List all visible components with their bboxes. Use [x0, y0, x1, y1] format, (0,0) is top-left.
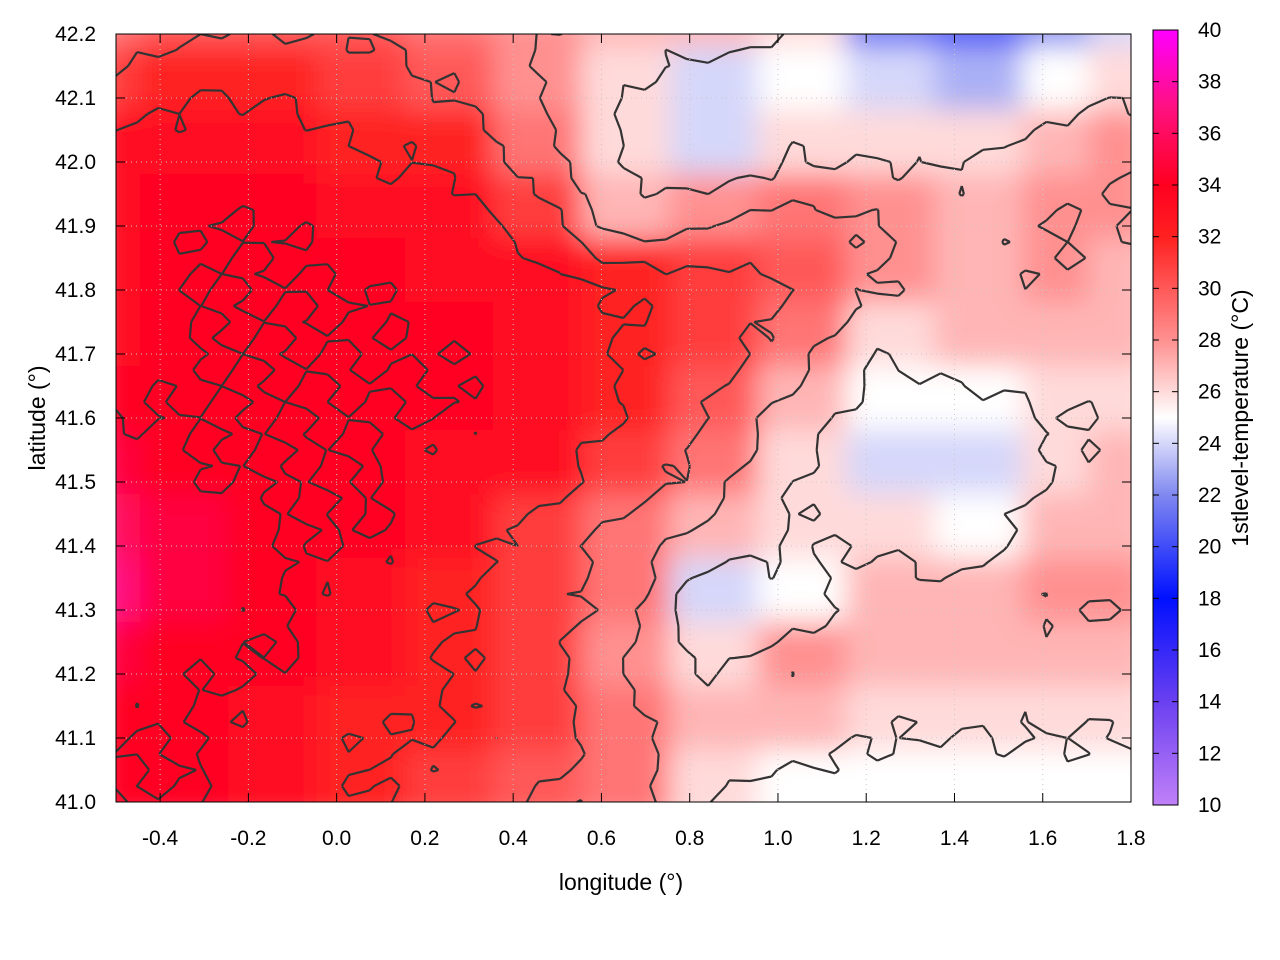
colorbar-tick-label: 12: [1198, 742, 1221, 765]
y-tick-label: 42.0: [55, 151, 96, 174]
x-tick-label: -0.2: [230, 827, 266, 850]
colorbar-tick-label: 32: [1198, 226, 1221, 249]
contour-32: [116, 89, 657, 802]
y-tick-label: 41.8: [55, 279, 96, 302]
colorbar-tick-label: 34: [1198, 174, 1222, 197]
contour-34: [116, 204, 485, 802]
x-tick-label: 1.2: [852, 827, 881, 850]
y-tick-label: 41.9: [55, 215, 96, 238]
y-tick-label: 41.2: [55, 663, 96, 686]
colorbar-tick-label: 14: [1198, 691, 1222, 714]
x-tick-label: 1.0: [763, 827, 792, 850]
y-tick-label: 41.6: [55, 407, 96, 430]
x-tick-label: 1.4: [940, 827, 970, 850]
heatmap-cell: [1088, 750, 1131, 802]
x-tick-label: 0.6: [587, 827, 616, 850]
colorbar-tick-label: 18: [1198, 587, 1221, 610]
y-tick-label: 41.3: [55, 599, 96, 622]
x-tick-label: 0.0: [322, 827, 351, 850]
y-tick-label: 41.7: [55, 343, 96, 366]
x-tick-label: 0.2: [410, 827, 439, 850]
y-tick-label: 42.1: [55, 87, 96, 110]
colorbar-ticks: 10 12 14 16 18 20 22 24 26 28 30 32 34 36 38 40: [1153, 19, 1222, 817]
y-axis-label: latitude (°): [24, 365, 50, 470]
colorbar-tick-label: 20: [1198, 536, 1221, 559]
y-axis: 41.0 41.1 41.2 41.3 41.4 41.5 41.6 41.7 41.8 41.9…: [55, 23, 1131, 814]
contour-28: [528, 34, 1131, 802]
x-tick-label: 1.6: [1028, 827, 1057, 850]
colorbar-tick-label: 38: [1198, 71, 1221, 94]
x-tick-label: 0.4: [499, 827, 529, 850]
x-axis-label: longitude (°): [559, 869, 683, 895]
colorbar-tick-label: 16: [1198, 639, 1221, 662]
colorbar-tick-label: 10: [1198, 794, 1221, 817]
colorbar-tick-label: 40: [1198, 19, 1221, 42]
colorbar-tick-label: 24: [1198, 432, 1222, 455]
x-axis: -0.4 -0.2 0.0 0.2 0.4 0.6 0.8 1.0 1.2 1.4 1.6 1.8: [142, 34, 1146, 850]
colorbar-tick-label: 28: [1198, 329, 1221, 352]
contour-26: [613, 34, 1131, 802]
contour-30: [116, 34, 795, 802]
y-tick-label: 42.2: [55, 23, 96, 46]
colorbar-tick-label: 36: [1198, 122, 1221, 145]
x-tick-label: -0.4: [142, 827, 179, 850]
isotherm-contours: [116, 34, 1131, 802]
colorbar-tick-label: 22: [1198, 484, 1221, 507]
colorbar-label: 1stlevel-temperature (°C): [1227, 289, 1253, 546]
x-tick-label: 1.8: [1116, 827, 1145, 850]
x-tick-label: 0.8: [675, 827, 704, 850]
y-tick-label: 41.5: [55, 471, 96, 494]
colorbar-tick-label: 26: [1198, 381, 1221, 404]
temperature-heatmap: [116, 34, 1131, 802]
y-tick-label: 41.4: [55, 535, 96, 558]
y-tick-label: 41.0: [55, 791, 96, 814]
colorbar: 10 12 14 16 18 20 22 24 26 28 30 32 34 36 38 40 1stleve…: [1152, 19, 1253, 817]
colorbar-gradient: [1152, 29, 1179, 806]
y-tick-label: 41.1: [55, 727, 96, 750]
colorbar-tick-label: 30: [1198, 277, 1221, 300]
